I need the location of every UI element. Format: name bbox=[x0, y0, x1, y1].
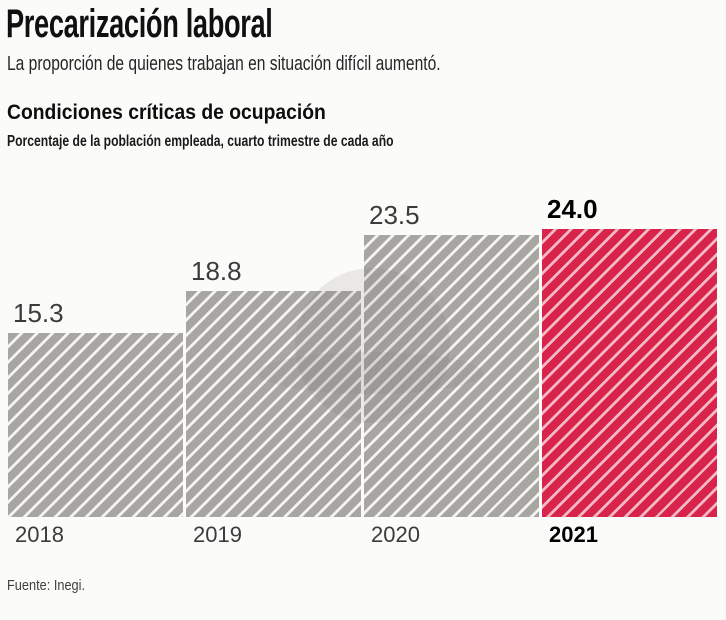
bar-2021 bbox=[542, 229, 717, 517]
page-title-text: Precarización laboral bbox=[6, 2, 273, 46]
year-label-2021: 2021 bbox=[549, 522, 598, 547]
page-subtitle: La proporción de quienes trabajan en sit… bbox=[7, 53, 441, 75]
value-label-2018: 15.3 bbox=[13, 298, 64, 329]
year-label-2018: 2018 bbox=[15, 522, 64, 547]
value-label-2020: 23.5 bbox=[369, 200, 420, 230]
chart-subtitle: Porcentaje de la población empleada, cua… bbox=[7, 133, 394, 150]
source-note: Fuente: Inegi. bbox=[7, 578, 86, 594]
bar-2018 bbox=[8, 333, 183, 517]
chart-title: Condiciones críticas de ocupación bbox=[7, 101, 326, 124]
value-label-2019: 18.8 bbox=[191, 256, 242, 287]
year-label-2020: 2020 bbox=[371, 522, 420, 547]
bar-2020 bbox=[364, 235, 539, 517]
page-title: Precarización laboral bbox=[6, 4, 398, 44]
bar-2019 bbox=[186, 291, 361, 517]
year-label-2019: 2019 bbox=[193, 522, 242, 547]
value-label-2021: 24.0 bbox=[547, 194, 598, 224]
